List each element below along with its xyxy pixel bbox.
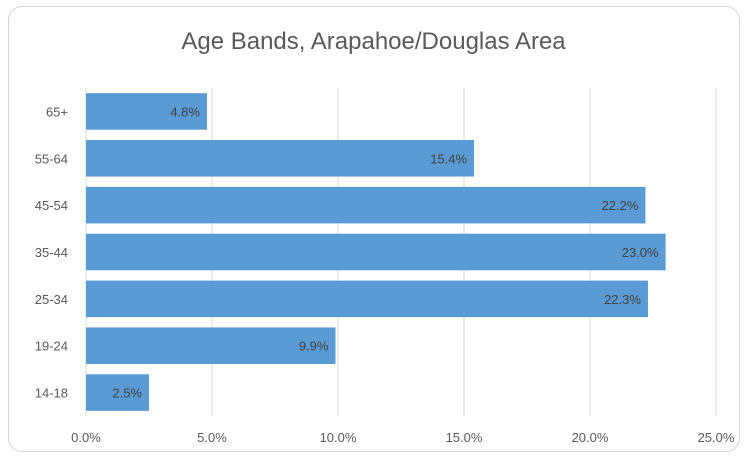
x-tick-label: 5.0% <box>197 430 227 445</box>
data-label: 23.0% <box>622 245 659 260</box>
x-tick-label: 10.0% <box>320 430 357 445</box>
bar <box>86 233 666 271</box>
bar <box>86 93 207 130</box>
chart-title: Age Bands, Arapahoe/Douglas Area <box>181 28 566 55</box>
x-tick-label: 15.0% <box>446 430 483 445</box>
x-tick-label: 20.0% <box>572 430 609 445</box>
y-tick-label: 25-34 <box>35 292 68 307</box>
x-tick-label: 25.0% <box>698 430 735 445</box>
y-tick-label: 14-18 <box>35 386 68 401</box>
x-tick-label: 0.0% <box>71 430 101 445</box>
bar <box>86 186 646 224</box>
data-label: 2.5% <box>112 386 142 401</box>
y-tick-label: 19-24 <box>35 339 68 354</box>
data-label: 9.9% <box>299 339 329 354</box>
bar <box>86 280 648 318</box>
data-label: 22.2% <box>602 198 639 213</box>
data-label: 15.4% <box>430 151 467 166</box>
data-label: 22.3% <box>604 292 641 307</box>
bar <box>86 140 475 177</box>
y-tick-label: 55-64 <box>35 151 68 166</box>
bar <box>86 374 149 411</box>
y-tick-label: 35-44 <box>35 245 68 260</box>
bar <box>86 327 336 364</box>
y-tick-label: 45-54 <box>35 198 68 213</box>
y-tick-label: 65+ <box>46 104 68 119</box>
data-label: 4.8% <box>170 104 200 119</box>
